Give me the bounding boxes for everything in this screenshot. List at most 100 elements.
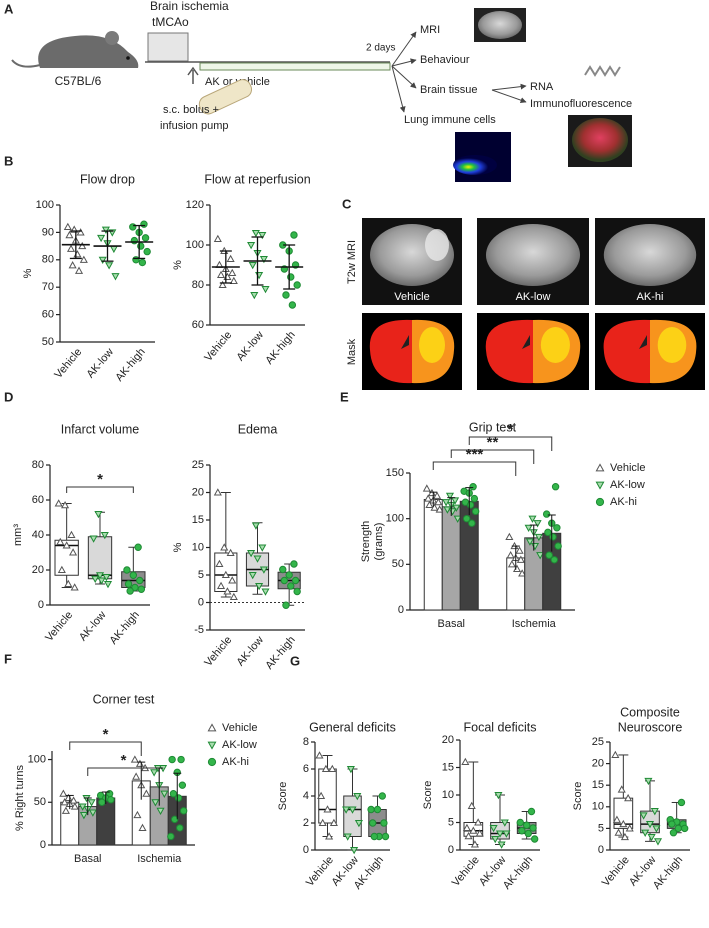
data-point [226, 254, 235, 263]
y-tick-label: 60 [42, 309, 54, 321]
panel-letter: F [4, 651, 12, 666]
x-tick-label: Vehicle [43, 609, 75, 644]
data-point [595, 463, 605, 472]
chart-title: Infarct volume [61, 422, 140, 436]
legend-label: Vehicle [222, 722, 257, 734]
data-point [346, 765, 355, 774]
data-point [474, 818, 483, 826]
data-point [475, 829, 484, 837]
data-point [494, 791, 503, 800]
x-tick-label: AK-low [84, 346, 116, 380]
data-point [527, 807, 536, 816]
data-point [650, 808, 659, 816]
data-point [533, 520, 542, 528]
data-point [290, 231, 298, 239]
data-point [280, 576, 289, 585]
y-tick-label: 5 [448, 816, 454, 828]
tissue-outcome: Immunofluorescence [530, 98, 632, 110]
significance-label: ** [487, 434, 499, 451]
y-tick-label: 0 [598, 844, 604, 856]
y-axis-label: Score [277, 782, 289, 811]
legend-label: AK-hi [222, 756, 249, 768]
x-tick-label: Basal [437, 618, 465, 630]
y-tick-label: 60 [32, 494, 44, 506]
x-tick-label: Ischemia [137, 853, 182, 865]
data-point [285, 571, 293, 579]
significance-label: * [121, 752, 127, 769]
data-point [136, 576, 144, 585]
data-point [255, 582, 264, 591]
chart-title: Corner test [93, 692, 155, 706]
data-point [669, 829, 678, 837]
data-point [61, 806, 70, 814]
data-point [518, 827, 526, 835]
data-point [78, 241, 87, 250]
mask-left [369, 319, 412, 384]
data-point [95, 572, 105, 580]
data-point [261, 588, 270, 596]
data-point [103, 580, 113, 589]
mri-lesion [425, 229, 449, 261]
data-point [542, 510, 551, 518]
data-point [107, 796, 115, 804]
data-point [97, 234, 106, 243]
data-point [288, 301, 297, 309]
y-tick-label: 0 [303, 844, 309, 856]
data-point [259, 255, 268, 264]
data-point [505, 532, 514, 540]
data-point [97, 577, 106, 585]
data-point [228, 268, 237, 277]
data-point [462, 514, 471, 523]
y-tick-label: 20 [32, 564, 44, 576]
data-point [433, 491, 442, 499]
mask-infarct [419, 327, 445, 363]
column-label: AK-hi [637, 291, 664, 303]
data-point [462, 823, 471, 832]
data-point [461, 757, 470, 766]
chart-title: Flow drop [80, 172, 135, 186]
y-tick-label: 10 [592, 801, 604, 813]
data-point [63, 222, 72, 230]
y-tick-label: 100 [36, 199, 54, 211]
x-tick-label: Vehicle [304, 854, 336, 889]
data-point [76, 228, 85, 236]
data-point [57, 565, 66, 574]
x-tick-label: AK-high [113, 346, 147, 384]
y-axis-label: Score [572, 782, 584, 811]
data-point [516, 555, 525, 563]
column-label: Vehicle [394, 291, 429, 303]
delivery-line: infusion pump [160, 120, 229, 132]
data-point [215, 559, 224, 568]
data-point [525, 538, 534, 546]
y-tick-label: 10 [192, 541, 204, 553]
x-tick-label: AK-low [234, 329, 266, 363]
data-point [553, 524, 561, 532]
rna-icon [584, 65, 621, 77]
chart-title: Grip test [469, 420, 517, 434]
y-axis-label: Score [422, 781, 434, 810]
data-point [67, 530, 76, 539]
data-point [261, 285, 270, 294]
bar [423, 498, 443, 611]
data-point [545, 551, 553, 559]
data-point [381, 832, 390, 841]
y-tick-label: 100 [28, 753, 46, 765]
data-point [129, 571, 138, 579]
data-point [247, 549, 256, 558]
data-point [453, 515, 462, 523]
y-tick-label: 80 [32, 459, 44, 471]
data-point [132, 256, 140, 264]
significance-bracket [450, 449, 535, 464]
data-point [452, 504, 461, 512]
outcome: MRI [420, 24, 440, 36]
data-point [229, 592, 238, 601]
y-tick-label: 100 [186, 239, 204, 251]
data-point [70, 583, 79, 591]
data-point [491, 835, 500, 844]
y-axis-label: (grams) [373, 523, 385, 561]
data-point [653, 838, 663, 846]
data-point [130, 755, 139, 763]
data-point [506, 550, 515, 559]
data-point [279, 565, 287, 574]
data-point [551, 483, 560, 491]
